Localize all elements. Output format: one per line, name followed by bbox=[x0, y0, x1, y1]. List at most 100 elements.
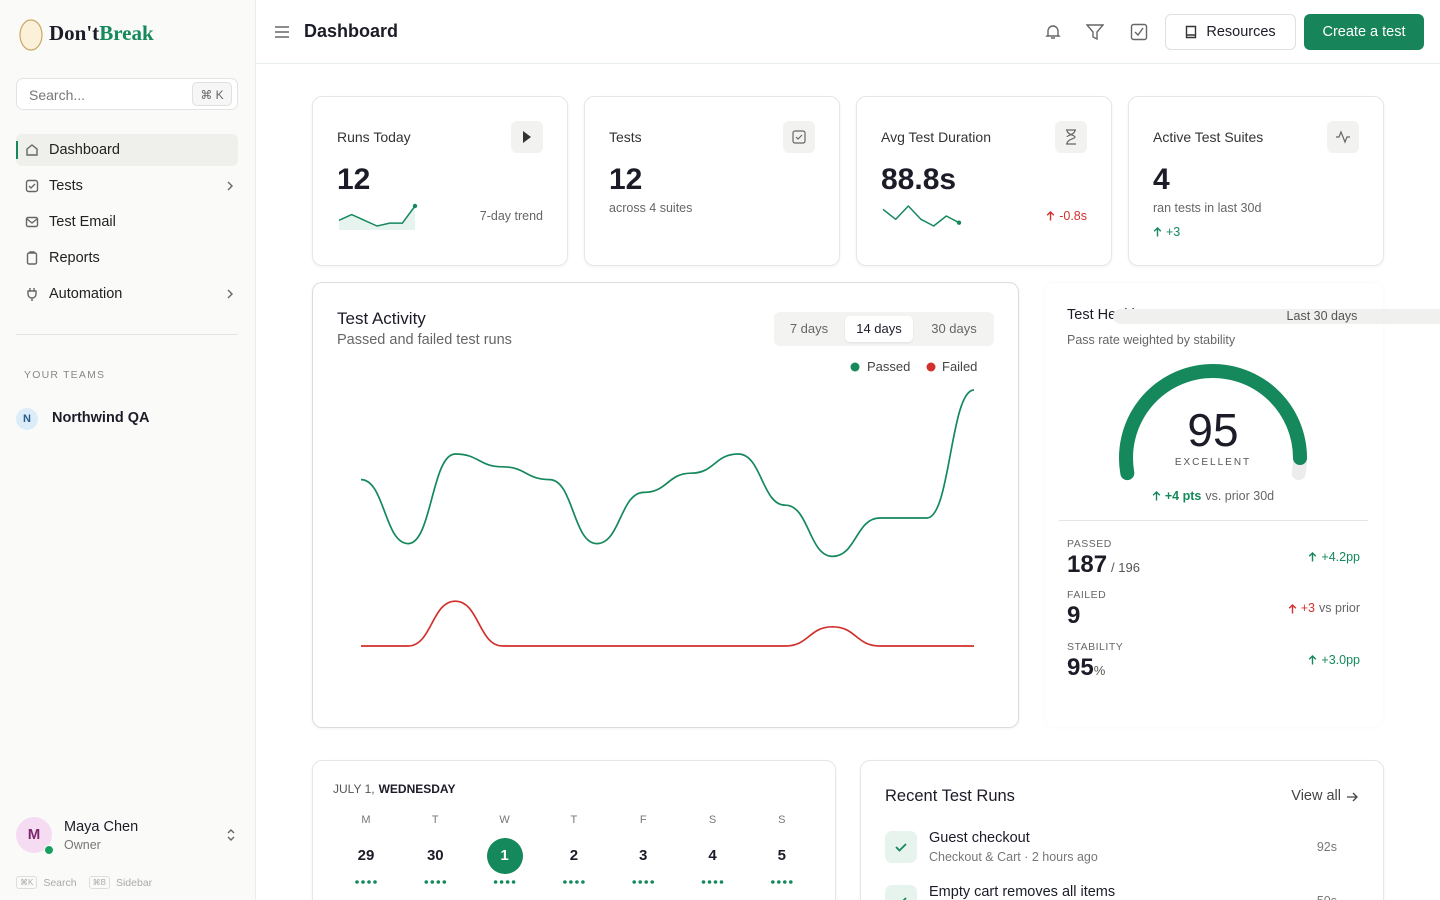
health-divider bbox=[1059, 520, 1368, 521]
recent-runs-card bbox=[860, 760, 1384, 900]
metric-total: / 196 bbox=[1111, 559, 1140, 575]
range-tab[interactable]: 14 days bbox=[856, 321, 902, 337]
delta-text: +3.0pp bbox=[1321, 652, 1360, 667]
resources-button[interactable]: Resources bbox=[1165, 14, 1296, 50]
team-avatar: N bbox=[16, 408, 38, 430]
logo-text: Don't bbox=[49, 21, 100, 45]
gauge-score: 95 bbox=[1187, 404, 1239, 457]
nav-label: Tests bbox=[49, 178, 83, 194]
icon bbox=[523, 131, 531, 143]
day-number[interactable]: 30 bbox=[426, 847, 444, 864]
logo-icon bbox=[19, 19, 43, 51]
day-number[interactable]: 2 bbox=[569, 847, 579, 864]
page-title: Dashboard bbox=[304, 21, 399, 41]
chevron-icon bbox=[227, 181, 233, 191]
delta-text: +3 bbox=[1166, 224, 1181, 239]
metric-label: PASSED bbox=[1067, 537, 1112, 550]
stat-value: 4 bbox=[1153, 163, 1170, 196]
sidebar-divider bbox=[16, 334, 238, 335]
stat-icon bbox=[1055, 121, 1087, 153]
bell-icon[interactable] bbox=[1045, 23, 1061, 41]
metric-number: 187 bbox=[1067, 550, 1108, 578]
stat-icon bbox=[1327, 121, 1359, 153]
button-label: Resources bbox=[1206, 24, 1276, 40]
range-tab-active bbox=[845, 316, 913, 342]
metric-label: FAILED bbox=[1067, 589, 1107, 602]
shortcut-hints: ⌘K Search ⌘B Sidebar bbox=[16, 876, 152, 889]
range-tab[interactable]: 30 days bbox=[931, 321, 977, 337]
nav-item[interactable]: Test Email bbox=[16, 206, 238, 238]
change-value: +4 pts bbox=[1164, 488, 1202, 503]
run-meta: Checkout & Cart · 2 hours ago bbox=[929, 849, 1098, 864]
run-status bbox=[885, 831, 917, 863]
stat-value: 12 bbox=[337, 163, 371, 196]
search-shortcut: ⌘ K bbox=[192, 82, 232, 106]
hint-label: Search bbox=[43, 876, 77, 889]
search-placeholder: Search... bbox=[29, 87, 86, 103]
health-period: Last 30 days bbox=[1113, 308, 1440, 324]
user-name: Maya Chen bbox=[64, 819, 139, 835]
calendar-card bbox=[312, 760, 836, 900]
delta-text: -0.8s bbox=[1059, 208, 1087, 223]
run-name[interactable]: Empty cart removes all items bbox=[929, 884, 1116, 900]
weekday-label: S bbox=[708, 814, 717, 827]
chart-subtitle: Passed and failed test runs bbox=[337, 332, 512, 349]
search-box[interactable]: Search... ⌘ K bbox=[16, 78, 238, 110]
day-number[interactable]: 4 bbox=[708, 847, 717, 864]
arrow-icon bbox=[1153, 227, 1162, 237]
delta-text: +3 bbox=[1300, 601, 1316, 615]
create-test-button[interactable]: Create a test bbox=[1304, 14, 1424, 50]
view-all[interactable]: View all bbox=[1291, 788, 1358, 805]
nav-item[interactable]: Automation bbox=[16, 278, 238, 310]
legend-label: Passed bbox=[867, 359, 911, 375]
hint-label: Sidebar bbox=[115, 876, 153, 889]
calendar-month: JULY 1, bbox=[333, 781, 375, 796]
filter-icon[interactable] bbox=[1086, 23, 1104, 41]
chart-title: Test Activity bbox=[337, 308, 426, 328]
stat-note: across 4 suites bbox=[609, 200, 693, 215]
status-dot bbox=[44, 845, 54, 855]
metric-value: 95% bbox=[1067, 654, 1105, 686]
delta-text: +4.2pp bbox=[1321, 549, 1360, 564]
run-duration: 50s bbox=[1317, 894, 1337, 900]
arrow-icon bbox=[1288, 603, 1297, 613]
menu-icon[interactable] bbox=[274, 25, 290, 39]
team-name[interactable]: Northwind QA bbox=[52, 410, 150, 426]
stat-note: ran tests in last 30d bbox=[1153, 200, 1262, 215]
change-note: vs. prior 30d bbox=[1205, 488, 1275, 503]
stat-icon bbox=[511, 121, 543, 153]
tasks-icon[interactable] bbox=[1130, 23, 1148, 41]
check-icon bbox=[895, 843, 907, 852]
check-icon bbox=[902, 897, 907, 900]
weekday-label: T bbox=[570, 814, 578, 827]
day-number[interactable]: 1 bbox=[500, 847, 509, 864]
metric-delta: +4.2pp bbox=[1308, 550, 1360, 565]
nav-icon bbox=[26, 251, 38, 265]
metric-value: 9 bbox=[1067, 602, 1080, 631]
stat-label: Active Test Suites bbox=[1153, 128, 1264, 145]
delta-text: vs prior bbox=[1319, 601, 1360, 615]
nav-item[interactable]: Dashboard bbox=[16, 134, 238, 166]
metric-delta: +3.0pp bbox=[1308, 653, 1360, 668]
metric-number: 95 bbox=[1067, 653, 1094, 681]
calendar-heading: JULY 1, WEDNESDAY bbox=[333, 782, 455, 796]
icon bbox=[1336, 130, 1350, 144]
hint-key: ⌘K bbox=[16, 876, 38, 889]
stat-label: Avg Test Duration bbox=[881, 128, 991, 145]
weekday-label: F bbox=[639, 814, 647, 827]
weekday-label: T bbox=[431, 814, 439, 827]
day-number[interactable]: 3 bbox=[639, 847, 648, 864]
range-tab[interactable]: 7 days bbox=[789, 321, 829, 337]
arrow-icon bbox=[1152, 491, 1161, 501]
run-status bbox=[885, 885, 917, 900]
day-number[interactable]: 5 bbox=[777, 847, 786, 864]
metric-label: STABILITY bbox=[1067, 640, 1124, 653]
user-menu-icon[interactable] bbox=[225, 827, 237, 843]
arrow-right-icon bbox=[1347, 792, 1358, 802]
run-name[interactable]: Guest checkout bbox=[929, 830, 1030, 847]
nav-item[interactable]: Reports bbox=[16, 242, 238, 274]
day-number[interactable]: 29 bbox=[357, 847, 375, 864]
nav-item[interactable]: Tests bbox=[16, 170, 238, 202]
metric-unit: % bbox=[1093, 662, 1106, 678]
